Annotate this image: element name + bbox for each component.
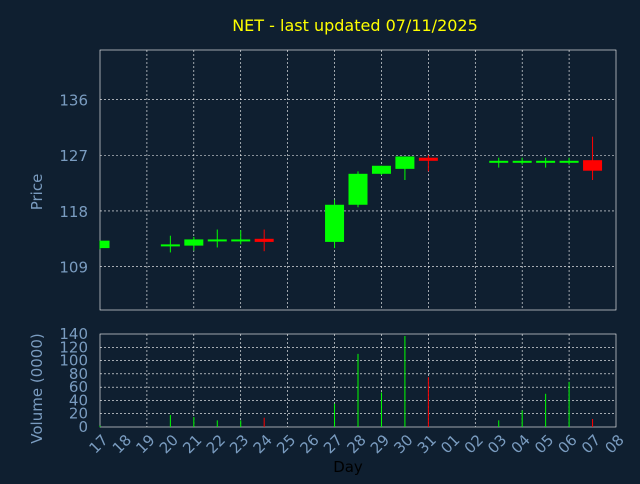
day-tick-label: 24 bbox=[250, 431, 276, 457]
day-tick-label: 30 bbox=[390, 431, 416, 457]
volume-tick-label: 100 bbox=[59, 352, 88, 370]
price-tick-label: 127 bbox=[59, 147, 88, 165]
candle bbox=[583, 136, 603, 180]
volume-tick-label: 20 bbox=[69, 405, 88, 423]
candle-body bbox=[184, 239, 204, 246]
day-tick-label: 21 bbox=[179, 431, 205, 457]
price-axis-label: Price bbox=[28, 174, 46, 211]
price-tick-label: 118 bbox=[59, 203, 88, 221]
volume-axis-label: Volume (0000) bbox=[28, 333, 46, 443]
day-tick-label: 25 bbox=[273, 431, 299, 457]
price-panel: 109 118 127 136 Price bbox=[28, 49, 617, 311]
candle bbox=[559, 157, 579, 165]
candle bbox=[99, 240, 110, 250]
day-tick-label: 20 bbox=[156, 431, 182, 457]
candle bbox=[418, 155, 438, 172]
volume-tick-label: 140 bbox=[59, 325, 88, 343]
candle bbox=[371, 165, 391, 176]
day-tick-label: 04 bbox=[508, 431, 534, 457]
candle-body bbox=[512, 160, 532, 163]
day-tick-label: 23 bbox=[226, 431, 252, 457]
candle-body bbox=[371, 165, 391, 174]
day-tick-label: 05 bbox=[531, 431, 557, 457]
candle-body bbox=[536, 160, 556, 163]
day-tick-label: 18 bbox=[109, 431, 135, 457]
day-tick-label: 26 bbox=[297, 431, 323, 457]
price-tick-label: 136 bbox=[59, 92, 88, 110]
candle bbox=[160, 235, 180, 253]
day-tick-label: 22 bbox=[203, 431, 229, 457]
day-tick-label: 28 bbox=[343, 431, 369, 457]
candle bbox=[395, 156, 415, 180]
candle-body bbox=[231, 239, 251, 242]
candle-body bbox=[418, 157, 438, 161]
volume-tick-label: 80 bbox=[69, 365, 88, 383]
day-tick-label: 29 bbox=[367, 431, 393, 457]
day-tick-label: 06 bbox=[555, 431, 581, 457]
candle-body bbox=[489, 160, 509, 163]
chart-title: NET - last updated 07/11/2025 bbox=[232, 16, 478, 35]
day-tick-label: 02 bbox=[461, 431, 487, 457]
x-axis: 1718192021222324252627282930310102030405… bbox=[85, 431, 627, 476]
x-axis-label: Day bbox=[333, 458, 363, 476]
candle-body bbox=[325, 204, 345, 242]
candle bbox=[489, 157, 509, 168]
candle-body bbox=[254, 238, 274, 242]
day-tick-label: 01 bbox=[437, 431, 463, 457]
candle bbox=[231, 230, 251, 245]
candle-body bbox=[395, 156, 415, 169]
day-tick-label: 07 bbox=[578, 431, 604, 457]
candle-body bbox=[100, 240, 110, 249]
candle-body bbox=[207, 239, 227, 242]
day-tick-label: 08 bbox=[601, 431, 627, 457]
candle bbox=[207, 229, 227, 248]
candle bbox=[348, 171, 368, 208]
candle bbox=[325, 199, 345, 249]
day-tick-label: 17 bbox=[85, 431, 111, 457]
price-tick-label: 109 bbox=[59, 259, 88, 277]
day-tick-label: 19 bbox=[132, 431, 158, 457]
day-tick-label: 31 bbox=[414, 431, 440, 457]
candle-body bbox=[559, 160, 579, 163]
candle bbox=[536, 157, 556, 168]
volume-tick-label: 60 bbox=[69, 378, 88, 396]
candle bbox=[254, 229, 274, 252]
candle bbox=[184, 236, 204, 251]
price-plot-frame bbox=[99, 49, 617, 311]
candle bbox=[512, 157, 532, 165]
volume-tick-label: 40 bbox=[69, 391, 88, 409]
volume-tick-label: 0 bbox=[78, 418, 88, 436]
day-tick-label: 27 bbox=[320, 431, 346, 457]
candle-body bbox=[160, 244, 180, 247]
volume-tick-label: 120 bbox=[59, 338, 88, 356]
day-tick-label: 03 bbox=[484, 431, 510, 457]
candle-body bbox=[348, 173, 368, 205]
candle-body bbox=[583, 160, 603, 171]
